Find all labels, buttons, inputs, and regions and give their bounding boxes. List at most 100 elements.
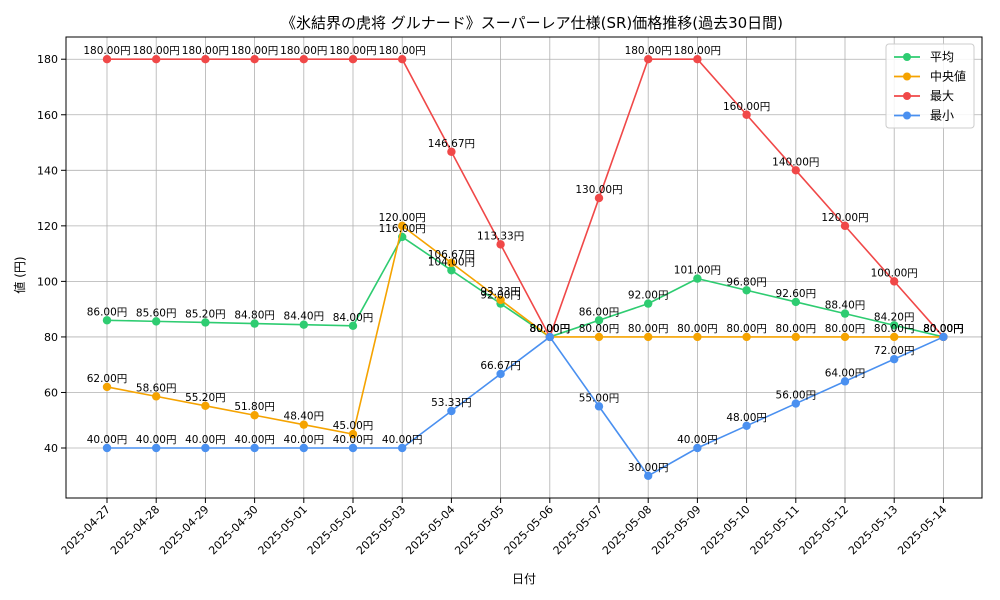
data-point — [299, 443, 308, 453]
data-point — [152, 317, 161, 326]
data-point — [496, 295, 505, 305]
series-line — [107, 58, 944, 339]
data-point — [742, 286, 751, 295]
data-point — [693, 443, 702, 453]
data-label: 55.00円 — [579, 392, 620, 404]
x-tick-label: 2025-05-14 — [895, 503, 949, 557]
series-1 — [102, 221, 948, 439]
data-point — [693, 274, 702, 283]
legend-swatch-marker — [903, 92, 911, 100]
series-layer — [102, 55, 948, 480]
data-label: 62.00円 — [87, 373, 128, 385]
x-tick-label: 2025-05-10 — [698, 503, 752, 557]
data-point — [890, 354, 899, 364]
y-tick-label: 100 — [37, 275, 58, 288]
grid — [66, 37, 982, 498]
data-point — [152, 392, 161, 401]
data-label: 180.00円 — [182, 45, 229, 57]
x-axis-label: 日付 — [512, 572, 536, 586]
data-point — [299, 320, 308, 329]
data-label: 86.00円 — [579, 306, 620, 318]
x-tick-label: 2025-04-27 — [59, 503, 113, 557]
data-label: 92.00円 — [628, 290, 669, 302]
data-label: 116.00円 — [379, 223, 426, 235]
data-point — [447, 406, 456, 416]
x-tick-label: 2025-04-29 — [157, 503, 211, 557]
data-point — [890, 321, 899, 330]
data-label: 88.40円 — [825, 300, 866, 312]
data-label: 40.00円 — [677, 434, 718, 446]
data-point — [250, 55, 259, 64]
data-label: 66.67円 — [480, 360, 521, 372]
data-point — [791, 297, 800, 307]
data-point — [545, 332, 554, 342]
data-point — [348, 321, 358, 331]
data-label: 104.00円 — [428, 256, 475, 268]
series-line — [106, 235, 944, 338]
legend-swatch-marker — [903, 111, 911, 120]
data-point — [250, 411, 259, 420]
data-label: 130.00円 — [575, 184, 622, 196]
data-label: 40.00円 — [234, 434, 275, 446]
data-label: 80.00円 — [776, 323, 817, 335]
data-point — [594, 332, 604, 342]
x-tick-label: 2025-05-02 — [305, 503, 359, 557]
x-tick-label: 2025-05-05 — [452, 503, 506, 557]
data-label: 80.00円 — [530, 323, 571, 335]
legend-label: 最大 — [930, 89, 954, 103]
data-point — [201, 55, 210, 64]
data-label: 180.00円 — [379, 45, 426, 57]
data-label: 85.60円 — [136, 307, 177, 319]
data-label: 48.00円 — [726, 412, 767, 424]
data-point — [447, 147, 456, 156]
legend-item: 最大 — [894, 89, 954, 103]
data-label: 80.00円 — [825, 323, 866, 335]
legend-item: 平均 — [894, 50, 954, 64]
data-label: 84.20円 — [874, 311, 915, 323]
data-point — [742, 332, 751, 342]
data-label: 113.33円 — [477, 230, 524, 242]
y-tick-label: 180 — [37, 53, 58, 66]
data-label: 48.40円 — [284, 411, 325, 423]
data-point — [102, 382, 112, 392]
data-label: 180.00円 — [625, 45, 672, 57]
data-point — [594, 402, 604, 411]
data-label: 80.00円 — [874, 323, 915, 335]
data-label: 180.00円 — [83, 45, 130, 57]
data-point — [791, 166, 800, 175]
data-label: 30.00円 — [628, 462, 669, 474]
x-tick-label: 2025-05-13 — [846, 503, 900, 557]
x-tick-label: 2025-05-11 — [748, 503, 802, 557]
data-label: 80.00円 — [579, 323, 620, 335]
legend-label: 最小 — [930, 109, 954, 123]
data-point — [102, 316, 112, 325]
data-label: 45.00円 — [333, 420, 374, 432]
series-line — [106, 224, 944, 436]
data-label: 120.00円 — [821, 212, 868, 224]
series-2 — [102, 55, 948, 342]
data-point — [201, 401, 210, 410]
data-label: 84.40円 — [284, 311, 325, 323]
y-axis-label: 値 (円) — [12, 256, 27, 293]
data-label: 80.00円 — [530, 323, 571, 335]
y-tick-label: 140 — [37, 164, 58, 177]
data-point — [299, 55, 308, 64]
data-label: 180.00円 — [231, 45, 278, 57]
data-point — [102, 443, 112, 453]
data-label: 93.33円 — [480, 286, 521, 298]
data-point — [152, 443, 161, 453]
data-label: 56.00円 — [776, 390, 817, 402]
data-point — [594, 193, 604, 203]
data-point — [840, 377, 850, 386]
data-point — [201, 318, 210, 327]
data-label: 84.00円 — [333, 312, 374, 324]
y-tick-label: 40 — [44, 442, 58, 455]
x-tick-label: 2025-05-03 — [354, 503, 408, 557]
chart-title: 《氷結界の虎将 グルナード》スーパーレア仕様(SR)価格推移(過去30日間) — [281, 14, 783, 32]
series-line — [107, 335, 944, 477]
data-label: 40.00円 — [284, 434, 325, 446]
data-label: 180.00円 — [133, 45, 180, 57]
data-label: 80.00円 — [628, 323, 669, 335]
data-point — [742, 110, 751, 119]
